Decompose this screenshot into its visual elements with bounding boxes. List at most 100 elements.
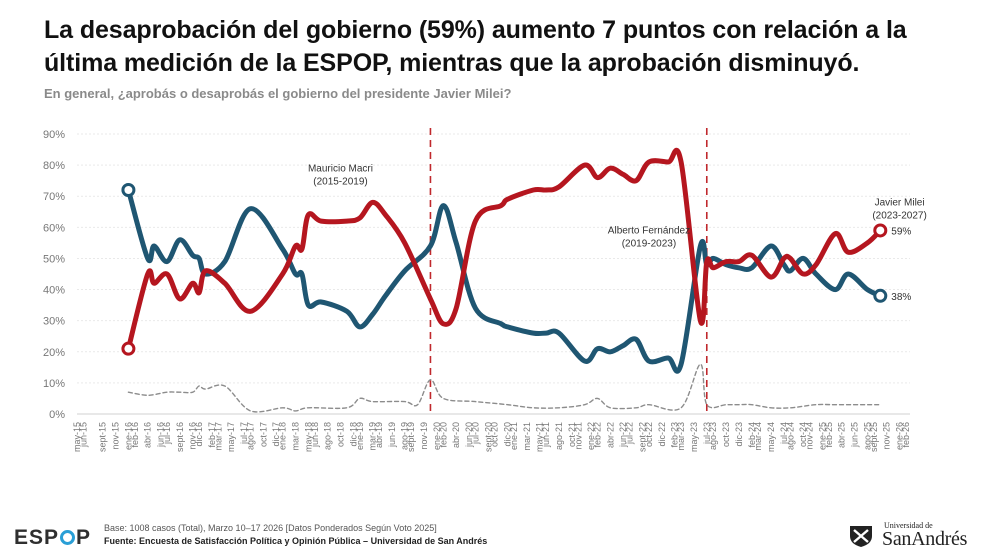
university-small-text: Universidad de xyxy=(884,521,933,530)
x-tick-label: feb-16 xyxy=(130,422,140,448)
x-tick-label: may-17 xyxy=(226,422,236,452)
period-annotation: Javier Milei xyxy=(875,198,925,209)
x-tick-label: ene-18 xyxy=(278,422,288,450)
university-name: SanAndrés xyxy=(882,528,968,550)
y-tick-label: 70% xyxy=(43,191,65,203)
x-tick-label: feb-25 xyxy=(824,422,834,448)
series-end-label-disapproval: 59% xyxy=(891,226,911,237)
x-tick-label: nov-19 xyxy=(419,422,429,450)
x-tick-label: ene-22 xyxy=(586,422,596,450)
series-line-disapproval xyxy=(125,147,883,352)
series-end-marker-disapproval xyxy=(873,223,888,238)
x-tick-label: ene-16 xyxy=(123,422,133,450)
x-tick-label: sept-20 xyxy=(483,422,493,452)
y-tick-label: 0% xyxy=(49,409,65,421)
y-tick-label: 40% xyxy=(43,285,65,297)
x-tick-label: ago-17 xyxy=(246,422,256,450)
x-tick-label: dic-16 xyxy=(194,422,204,447)
x-tick-label: ene-21 xyxy=(509,422,519,450)
x-tick-label: abr-16 xyxy=(143,422,153,448)
x-tick-label: may-21 xyxy=(535,422,545,452)
y-tick-label: 90% xyxy=(43,129,65,141)
x-tick-label: may-23 xyxy=(689,422,699,452)
x-tick-label: abr-25 xyxy=(837,422,847,448)
base-text: Base: 1008 casos (Total), Marzo 10–17 20… xyxy=(104,523,437,533)
x-tick-label: mar-17 xyxy=(213,422,223,451)
x-tick-label: feb-20 xyxy=(438,422,448,448)
period-annotation: Mauricio Macri xyxy=(308,163,373,174)
x-tick-label: jul-22 xyxy=(625,422,635,445)
source-text: Fuente: Encuesta de Satisfacción Polític… xyxy=(104,536,488,546)
logo-o-icon xyxy=(60,530,76,545)
x-tick-label: mar-18 xyxy=(290,422,300,451)
x-tick-label: feb-22 xyxy=(593,422,603,448)
x-tick-label: ene-25 xyxy=(817,422,827,450)
logo-text-pre: ESP xyxy=(14,526,60,549)
x-tick-label: nov-25 xyxy=(882,422,892,450)
chart-subtitle: En general, ¿aprobás o desaprobás el gob… xyxy=(44,86,512,101)
x-tick-label: ago-23 xyxy=(708,422,718,450)
x-tick-label: sept-16 xyxy=(175,422,185,452)
x-tick-label: sept-15 xyxy=(98,422,108,452)
x-tick-label: sept-25 xyxy=(869,422,879,452)
x-tick-label: jun-22 xyxy=(618,422,628,448)
x-tick-label: nov-21 xyxy=(573,422,583,450)
x-tick-label: oct-21 xyxy=(567,422,577,447)
x-tick-label: dic-23 xyxy=(734,422,744,447)
x-tick-label: feb-17 xyxy=(207,422,217,448)
x-tick-label: jun-18 xyxy=(310,422,320,448)
x-tick-label: sept-19 xyxy=(406,422,416,452)
x-tick-label: feb-26 xyxy=(901,422,911,448)
x-tick-label: jun-19 xyxy=(387,422,397,448)
x-tick-label: jun-21 xyxy=(541,422,551,448)
y-tick-label: 30% xyxy=(43,316,65,328)
x-tick-label: mar-19 xyxy=(368,422,378,451)
espop-logo: ESP P xyxy=(14,526,91,550)
university-logo: Universidad de SanAndrés xyxy=(848,520,988,550)
x-tick-label: may-15 xyxy=(72,422,82,452)
y-tick-label: 10% xyxy=(43,378,65,390)
x-tick-label: mar-24 xyxy=(753,422,763,451)
x-tick-label: nov-24 xyxy=(805,422,815,450)
x-tick-label: sept-22 xyxy=(638,422,648,452)
series-end-label-approval: 38% xyxy=(891,292,911,303)
source-note: Base: 1008 casos (Total), Marzo 10–17 20… xyxy=(104,522,487,548)
x-tick-label: ago-21 xyxy=(554,422,564,450)
x-tick-label: mar-23 xyxy=(676,422,686,451)
x-tick-label: jun-15 xyxy=(78,422,88,448)
x-tick-label: ago-18 xyxy=(323,422,333,450)
x-tick-label: nov-15 xyxy=(111,422,121,450)
x-tick-label: jun-20 xyxy=(464,422,474,448)
x-tick-label: may-24 xyxy=(766,422,776,452)
x-tick-label: abr-22 xyxy=(605,422,615,448)
x-tick-label: oct-24 xyxy=(798,422,808,447)
x-tick-label: dic-18 xyxy=(348,422,358,447)
page-title: La desaprobación del gobierno (59%) aume… xyxy=(44,16,907,77)
x-tick-label: oct-17 xyxy=(258,422,268,447)
x-tick-label: abr-19 xyxy=(374,422,384,448)
x-tick-label: may-18 xyxy=(303,422,313,452)
series-line-approval xyxy=(125,187,883,374)
series-start-marker-disapproval xyxy=(121,341,136,356)
y-tick-label: 60% xyxy=(43,222,65,234)
x-tick-label: oct-22 xyxy=(644,422,654,447)
period-annotation: (2015-2019) xyxy=(313,176,367,187)
x-tick-label: oct-23 xyxy=(721,422,731,447)
series-line-nsnc xyxy=(127,363,881,413)
x-tick-label: mar-21 xyxy=(522,422,532,451)
x-tick-label: jun-25 xyxy=(850,422,860,448)
x-tick-label: dic-20 xyxy=(503,422,513,447)
x-tick-label: feb-24 xyxy=(747,422,757,448)
approval-line-chart: 0%10%20%30%40%50%60%70%80%90%may-15jun-1… xyxy=(43,128,927,452)
y-tick-label: 80% xyxy=(43,160,65,172)
x-tick-label: abr-20 xyxy=(451,422,461,448)
x-tick-label: jun-16 xyxy=(156,422,166,448)
x-tick-label: nov-16 xyxy=(188,422,198,450)
y-tick-label: 20% xyxy=(43,347,65,359)
x-tick-label: jul-23 xyxy=(702,422,712,445)
series-start-marker-approval xyxy=(121,183,136,197)
x-tick-label: jul-24 xyxy=(779,422,789,445)
series-end-marker-approval xyxy=(873,288,888,303)
x-tick-label: jul-17 xyxy=(239,422,249,445)
x-tick-label: dic-22 xyxy=(657,422,667,447)
